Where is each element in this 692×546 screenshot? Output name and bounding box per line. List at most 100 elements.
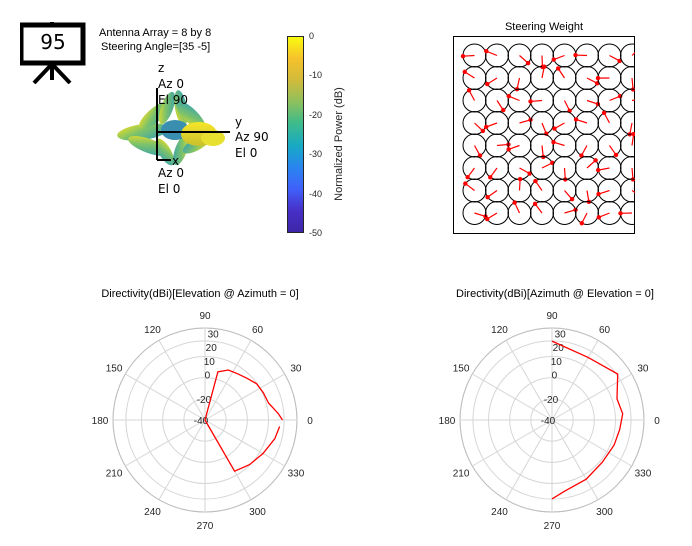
radiation-lobes [117, 90, 225, 166]
colorbar [287, 36, 304, 233]
weight-dot [593, 158, 598, 163]
polar-angle-label: 120 [491, 325, 508, 336]
weight-dot [618, 211, 623, 216]
weight-dot [484, 49, 489, 54]
weight-dot [483, 124, 489, 130]
y-axis-azimuth: Az 90 [235, 130, 269, 144]
polar-angle-label: 120 [144, 325, 161, 336]
colorbar-tick: -20 [309, 110, 323, 120]
weight-dot [595, 167, 601, 173]
polar-spoke [551, 373, 632, 421]
polar-angle-label: 210 [453, 469, 470, 480]
polar-spoke [472, 373, 553, 421]
polar-angle-label: 0 [654, 416, 660, 427]
polar-spoke [204, 419, 285, 467]
polar-angle-label: 300 [249, 507, 266, 518]
polar-angle-label: 330 [635, 469, 652, 480]
weight-dot [525, 60, 531, 66]
weight-dot [573, 117, 579, 122]
weight-dot [569, 196, 575, 202]
polar-spoke [551, 340, 599, 421]
polar-angle-label: 30 [637, 364, 649, 375]
colorbar-tick: -30 [309, 149, 323, 159]
weight-dot [480, 128, 486, 134]
weight-dot [466, 88, 472, 93]
polar-angle-label: 240 [491, 507, 508, 518]
weight-dot [506, 94, 512, 99]
weight-dot [527, 171, 532, 176]
polar-angle-label: 240 [144, 507, 161, 518]
weight-dot [532, 201, 538, 207]
weight-vector [631, 99, 635, 102]
weight-dot [596, 191, 601, 197]
polar-spoke [125, 373, 206, 421]
steering-weight-title: Steering Weight [504, 21, 584, 33]
polar-spoke [158, 340, 206, 421]
weight-dot [460, 53, 466, 59]
colorbar-tick: -50 [309, 228, 323, 238]
weight-dot [613, 152, 619, 158]
weight-dot [573, 52, 578, 58]
z-axis-elevation: El 90 [158, 93, 188, 107]
z-axis-name: z [158, 61, 165, 75]
polar-angle-label: 180 [439, 416, 456, 427]
elevation-polar-plot: 0 30 60 90 120 150 180 210 240 270 300 330 30 20 10 0 -2… [92, 311, 314, 532]
polar-spoke [551, 419, 632, 467]
z-axis-azimuth: Az 0 [158, 77, 184, 91]
weight-dot [477, 153, 483, 158]
weight-dot [631, 131, 635, 137]
polar-radial-label: 30 [208, 329, 220, 340]
elevation-polar-title: Directivity(dBi)[Elevation @ Azimuth = 0… [101, 288, 299, 300]
presentation-board-icon: 95 [18, 22, 86, 89]
axis-lines [156, 88, 230, 161]
x-axis-azimuth: Az 0 [158, 166, 184, 180]
polar-radial-label: 0 [552, 370, 558, 381]
presentation-board-graphic [18, 22, 86, 85]
azimuth-polar-title: Directivity(dBi)[Azimuth @ Elevation = 0… [456, 288, 654, 300]
pattern-3d-plot [117, 88, 230, 166]
polar-spoke [551, 419, 599, 500]
polar-spoke [125, 419, 206, 467]
polar-radial-label: -40 [541, 416, 556, 427]
polar-angle-label: 270 [197, 521, 214, 532]
badge-number: 95 [40, 30, 66, 54]
polar-radial-label: -20 [544, 395, 559, 406]
polar-spoke [204, 373, 285, 421]
colorbar-tick: 0 [309, 31, 315, 41]
polar-angle-label: 270 [544, 521, 561, 532]
polar-angle-label: 180 [92, 416, 109, 427]
weight-dot [488, 175, 493, 180]
polar-spoke [505, 419, 553, 500]
weight-dot [485, 81, 490, 87]
weight-dot [579, 221, 584, 226]
polar-spoke [204, 340, 252, 421]
steering-angle-label: Steering Angle=[35 -5] [101, 41, 211, 53]
weight-dot [555, 66, 561, 71]
polar-angle-label: 150 [453, 364, 470, 375]
polar-angle-label: 330 [288, 469, 305, 480]
y-axis-name: y [235, 115, 243, 129]
polar-angle-label: 90 [199, 311, 211, 322]
weight-dot [579, 153, 584, 158]
polar-radial-label: 10 [551, 357, 563, 368]
weight-dot [528, 99, 533, 104]
weight-dot [595, 75, 601, 81]
colorbar-label: Normalized Power (dB) [333, 87, 345, 201]
polar-spoke [505, 340, 553, 421]
weight-vector [631, 51, 635, 56]
polar-radial-label: 10 [204, 357, 216, 368]
polar-spoke [158, 419, 206, 500]
azimuth-polar-plot: 0 30 60 90 120 150 180 210 240 270 300 330 30 20 10 0 -2… [439, 311, 661, 532]
polar-angle-label: 0 [307, 416, 313, 427]
weight-dot [485, 216, 490, 222]
weight-dot [551, 57, 556, 62]
polar-radial-label: 0 [205, 370, 211, 381]
polar-radial-label: 20 [206, 343, 218, 354]
array-size-label: Antenna Array = 8 by 8 [99, 27, 212, 39]
weight-dot [517, 176, 523, 182]
directivity-curve [204, 369, 284, 473]
weight-dot [552, 126, 557, 131]
polar-angle-label: 60 [252, 325, 264, 336]
weight-dot [533, 178, 538, 184]
weight-dot [463, 181, 468, 186]
